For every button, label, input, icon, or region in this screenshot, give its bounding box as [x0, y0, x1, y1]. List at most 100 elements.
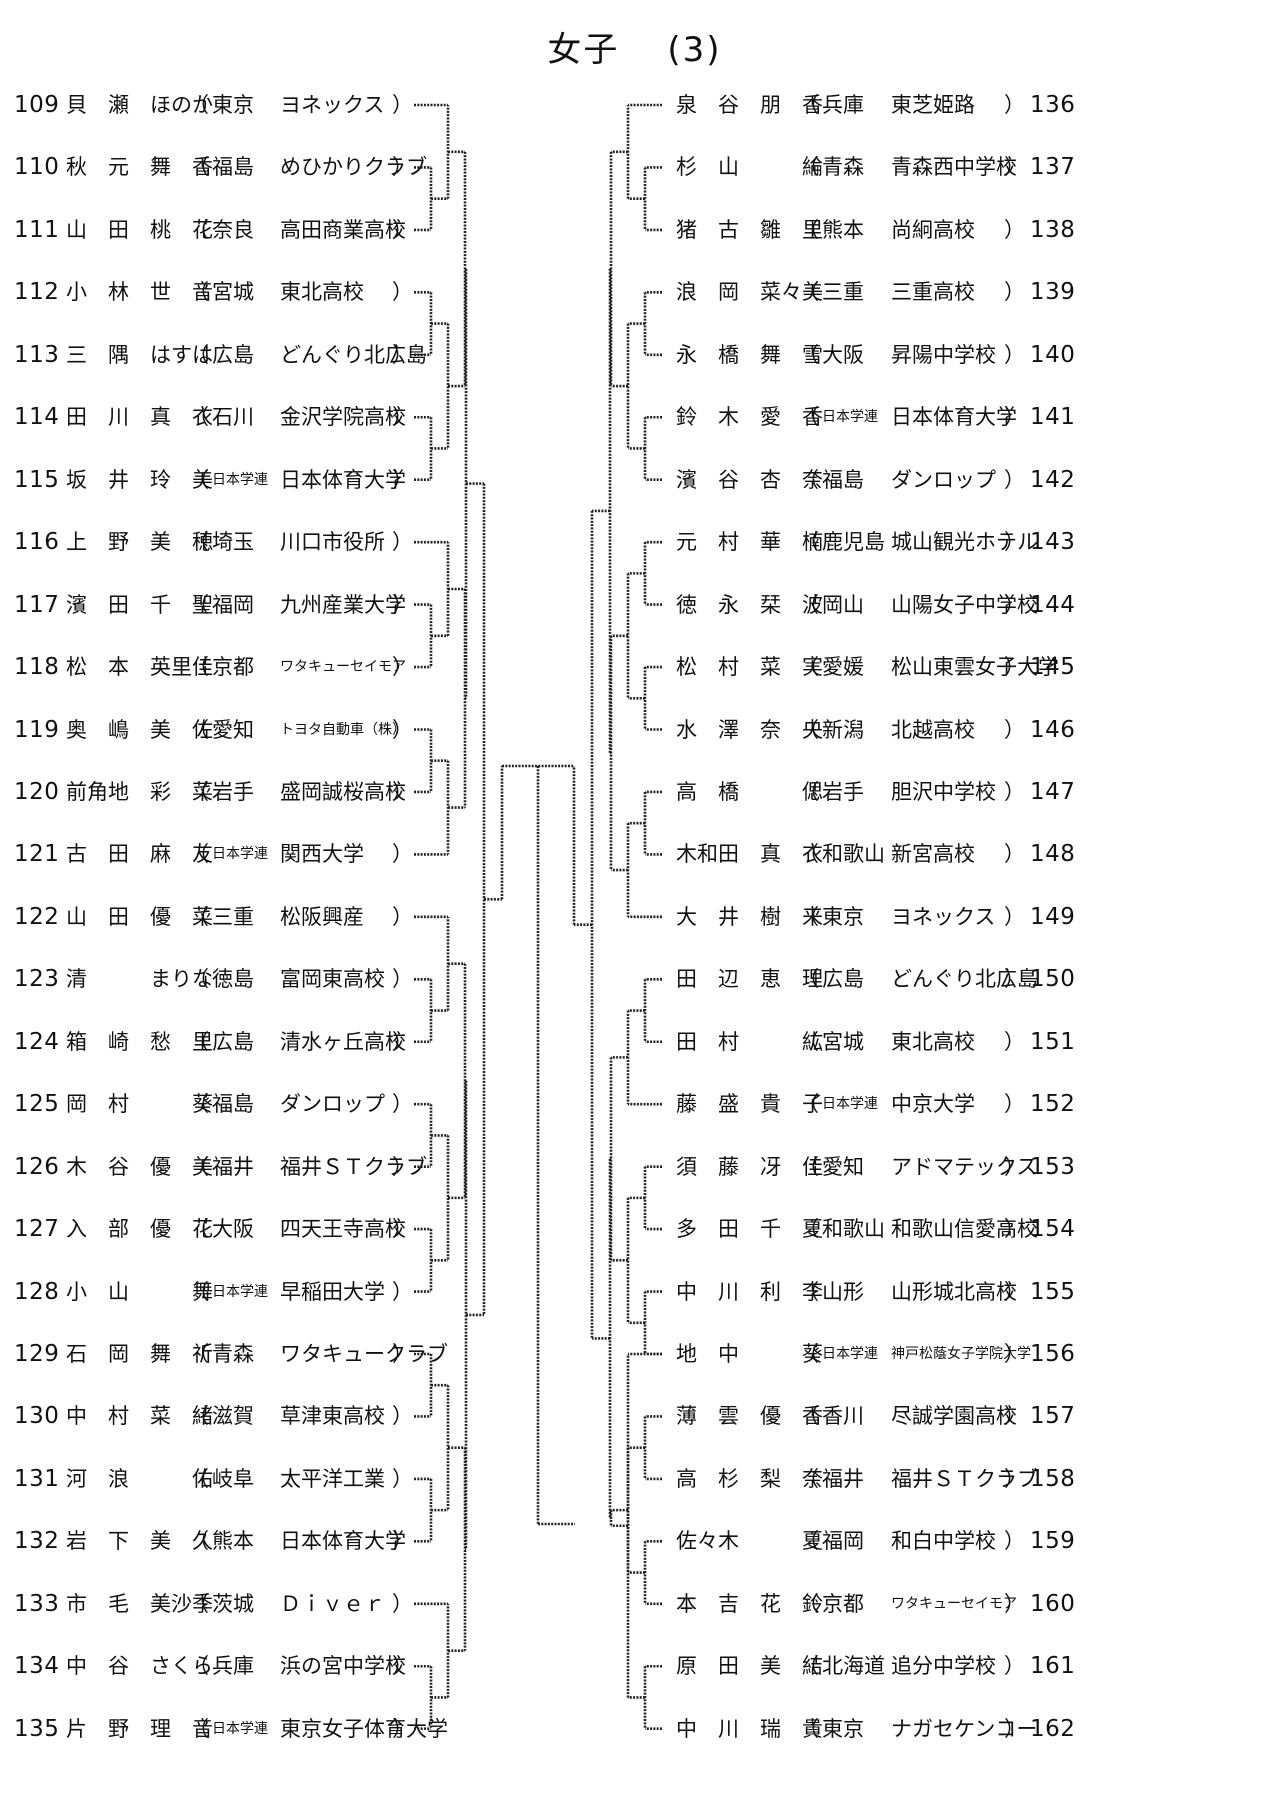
name-part: 岡 — [66, 1092, 87, 1117]
name-part: 理 — [802, 967, 823, 992]
name-part: 木 — [66, 1154, 87, 1179]
paren-close: ） — [1004, 1154, 1025, 1179]
name-part: 友 — [192, 842, 213, 867]
prefecture: 福岡 — [822, 1529, 864, 1554]
name-part: 市 — [66, 1591, 87, 1616]
name-part: 古 — [66, 842, 87, 867]
name-part: 愛 — [760, 405, 781, 430]
name-part: 奥 — [66, 717, 87, 742]
name-part: 来 — [802, 904, 823, 929]
paren-close: ） — [1004, 1466, 1025, 1491]
name-part: 波 — [802, 592, 823, 617]
club-name: ダンロップ — [280, 1092, 385, 1117]
name-part: 井 — [108, 467, 129, 492]
entry-row: 120 前角地彩菜（岩手 盛岡誠桜高校） — [0, 772, 1269, 812]
paren-open: （ — [798, 1529, 819, 1554]
name-part: 桃 — [150, 217, 171, 242]
seed-number: 125 — [14, 1091, 60, 1118]
name-part: 辺 — [718, 967, 739, 992]
paren-close: ） — [392, 1217, 413, 1242]
name-part: 中 — [718, 1342, 739, 1366]
entry-row: 109 貝瀬ほのか（東京 ヨネックス） — [0, 85, 1269, 125]
club-name: 清水ヶ丘高校 — [280, 1029, 406, 1054]
name-part: 川 — [718, 1716, 739, 1741]
prefecture: 宮城 — [822, 1029, 864, 1054]
name-part: 井 — [718, 904, 739, 929]
entry-row: 大井樹来（東京 ヨネックス） 149 — [0, 897, 1269, 937]
seed-number: 123 — [14, 966, 60, 993]
entry-row: 128 小山舞（日本学連 早稲田大学） — [0, 1272, 1269, 1312]
name-part: 栞 — [760, 592, 781, 617]
entry-row: 118 松本英里佳（京都 ワタキューセイモア） — [0, 647, 1269, 687]
seed-number: 115 — [14, 466, 60, 493]
entry-row: 134 中谷さくら（兵庫 浜の宮中学校） — [0, 1646, 1269, 1686]
name-part: 瑞 — [760, 1716, 781, 1741]
seed-number: 145 — [1030, 654, 1076, 681]
prefecture: 和歌山 — [822, 1217, 885, 1242]
prefecture: 東京 — [212, 93, 254, 117]
name-part: 佑 — [192, 1466, 213, 1491]
seed-number: 159 — [1030, 1528, 1076, 1555]
name-part: 優 — [150, 904, 171, 929]
name-part: 水 — [676, 717, 697, 742]
paren-open: （ — [798, 1279, 819, 1304]
name-part: 美 — [150, 717, 171, 742]
name-part: 音 — [192, 1716, 213, 1741]
prefecture: 熊本 — [212, 1529, 254, 1554]
paren-close: ） — [1004, 155, 1025, 180]
name-part: 李 — [802, 1279, 823, 1304]
prefecture: 福井 — [822, 1466, 864, 1491]
paren-close: ） — [1004, 1716, 1025, 1741]
prefecture: 兵庫 — [822, 93, 864, 117]
prefecture: 福島 — [822, 467, 864, 492]
paren-open: （ — [798, 1154, 819, 1179]
seed-number: 150 — [1030, 966, 1076, 993]
prefecture: 日本学連 — [212, 1283, 268, 1300]
seed-number: 109 — [14, 92, 60, 118]
paren-close: ） — [392, 405, 413, 430]
name-part: 奈 — [802, 467, 823, 492]
entry-row: 多田千夏（和歌山 和歌山信愛高校） 154 — [0, 1209, 1269, 1249]
name-part: 中 — [66, 1654, 87, 1679]
seed-number: 162 — [1030, 1715, 1076, 1742]
seed-number: 161 — [1030, 1653, 1076, 1680]
entry-row: 地中葵（日本学連 神戸松蔭女子学院大学） 156 — [0, 1334, 1269, 1374]
name-part: 菜 — [192, 779, 213, 804]
entry-row: 元村華楠（鹿児島 城山観光ホテル） 143 — [0, 522, 1269, 562]
name-part: 田 — [676, 967, 697, 992]
entry-row: 133 市毛美沙季（茨城 Ｄｉｖｅｒ） — [0, 1584, 1269, 1624]
club-name: どんぐり北広島 — [891, 967, 1038, 992]
entry-row: 田村紘（宮城 東北高校） 151 — [0, 1022, 1269, 1062]
name-part: 優 — [150, 1217, 171, 1242]
club-name: 川口市役所 — [280, 530, 385, 555]
paren-open: （ — [188, 217, 209, 242]
name-part: 穂 — [192, 530, 213, 555]
paren-open: （ — [798, 530, 819, 555]
paren-close: ） — [392, 592, 413, 617]
name-part: 里 — [192, 1029, 213, 1054]
name-part: 彩 — [150, 779, 171, 804]
seed-number: 155 — [1030, 1278, 1076, 1305]
entry-row: 115 坂井玲美（日本学連 日本体育大学） — [0, 460, 1269, 500]
entry-row: 129 石岡舞祈（青森 ワタキュークラブ） — [0, 1334, 1269, 1374]
paren-open: （ — [188, 530, 209, 555]
name-part: 梨 — [760, 1466, 781, 1491]
name-part: 谷 — [108, 1154, 129, 1179]
name-part: 中 — [676, 1279, 697, 1304]
paren-open: （ — [798, 1654, 819, 1679]
name-part: 岡 — [108, 1342, 129, 1366]
name-part: 下 — [108, 1529, 129, 1554]
name-part: 雛 — [760, 217, 781, 242]
name-part: 古 — [718, 217, 739, 242]
prefecture: 愛知 — [822, 1154, 864, 1179]
prefecture: 宮城 — [212, 280, 254, 305]
paren-open: （ — [798, 842, 819, 867]
entry-row: 須藤冴佳（愛知 アドマテックス） 153 — [0, 1147, 1269, 1187]
entry-row: 高橋偲（岩手 胆沢中学校） 147 — [0, 772, 1269, 812]
seed-number: 120 — [14, 778, 60, 805]
paren-open: （ — [798, 155, 819, 180]
prefecture: 日本学連 — [212, 846, 268, 863]
name-part: 松 — [66, 655, 87, 680]
prefecture: 青森 — [212, 1342, 254, 1366]
paren-close: ） — [1004, 655, 1025, 680]
